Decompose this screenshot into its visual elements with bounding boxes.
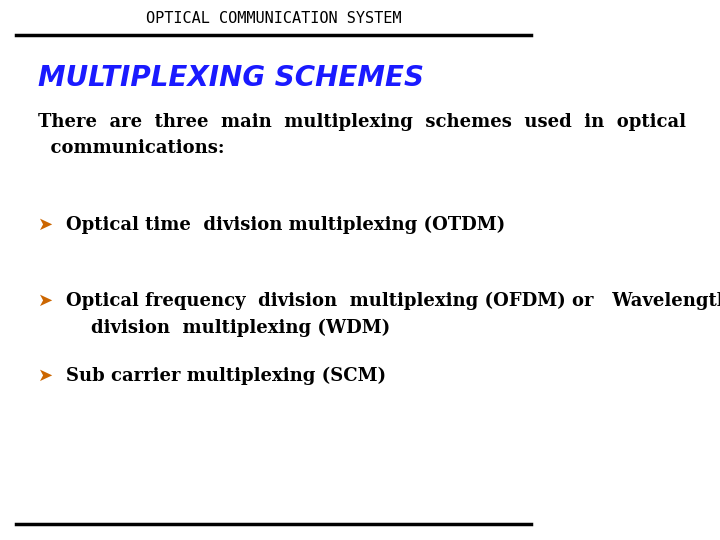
- Text: There  are  three  main  multiplexing  schemes  used  in  optical
  communicatio: There are three main multiplexing scheme…: [38, 113, 686, 157]
- Text: ➤: ➤: [38, 216, 53, 234]
- Text: Sub carrier multiplexing (SCM): Sub carrier multiplexing (SCM): [66, 367, 386, 386]
- Text: OPTICAL COMMUNICATION SYSTEM: OPTICAL COMMUNICATION SYSTEM: [146, 11, 401, 26]
- Text: ➤: ➤: [38, 292, 53, 309]
- Text: Optical time  division multiplexing (OTDM): Optical time division multiplexing (OTDM…: [66, 216, 505, 234]
- Text: MULTIPLEXING SCHEMES: MULTIPLEXING SCHEMES: [38, 64, 424, 92]
- Text: ➤: ➤: [38, 367, 53, 385]
- Text: Optical frequency  division  multiplexing (OFDM) or   Wavelength
    division  m: Optical frequency division multiplexing …: [66, 292, 720, 336]
